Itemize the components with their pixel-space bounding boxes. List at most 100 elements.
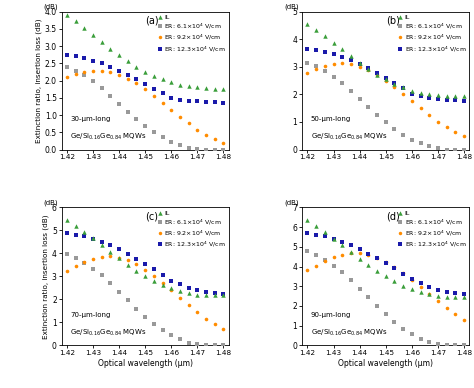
Text: Ge/Si$_{0.16}$Ge$_{0.84}$ MQWs: Ge/Si$_{0.16}$Ge$_{0.84}$ MQWs bbox=[310, 327, 387, 338]
ER: 9.2×10$^4$ V/cm: (1.43, 3.03): 9.2×10$^4$ V/cm: (1.43, 3.03) bbox=[322, 64, 328, 68]
ER: 9.2×10$^4$ V/cm: (1.47, 2.24): 9.2×10$^4$ V/cm: (1.47, 2.24) bbox=[435, 299, 441, 303]
ER: 12.3×10$^4$ V/cm: (1.43, 2.65): 12.3×10$^4$ V/cm: (1.43, 2.65) bbox=[82, 56, 87, 61]
ER: 6.1×10$^4$ V/cm: (1.47, 0): 6.1×10$^4$ V/cm: (1.47, 0) bbox=[444, 343, 449, 348]
IL bbox=[177, 289, 183, 293]
ER: 9.2×10$^4$ V/cm: (1.44, 3.01): 9.2×10$^4$ V/cm: (1.44, 3.01) bbox=[357, 64, 363, 69]
ER: 9.2×10$^4$ V/cm: (1.42, 2.92): 9.2×10$^4$ V/cm: (1.42, 2.92) bbox=[313, 67, 319, 71]
ER: 12.3×10$^4$ V/cm: (1.44, 4.35): 12.3×10$^4$ V/cm: (1.44, 4.35) bbox=[108, 243, 113, 248]
ER: 9.2×10$^4$ V/cm: (1.45, 3.52): 9.2×10$^4$ V/cm: (1.45, 3.52) bbox=[134, 262, 139, 267]
ER: 12.3×10$^4$ V/cm: (1.47, 2.4): 12.3×10$^4$ V/cm: (1.47, 2.4) bbox=[194, 288, 200, 293]
ER: 6.1×10$^4$ V/cm: (1.46, 0.32): 6.1×10$^4$ V/cm: (1.46, 0.32) bbox=[418, 337, 423, 341]
ER: 9.2×10$^4$ V/cm: (1.46, 1.76): 9.2×10$^4$ V/cm: (1.46, 1.76) bbox=[409, 99, 415, 103]
ER: 9.2×10$^4$ V/cm: (1.46, 1.5): 9.2×10$^4$ V/cm: (1.46, 1.5) bbox=[418, 106, 423, 111]
IL bbox=[134, 64, 139, 69]
ER: 6.1×10$^4$ V/cm: (1.45, 2): 6.1×10$^4$ V/cm: (1.45, 2) bbox=[374, 303, 380, 308]
Line: ER: 9.2×10$^4$ V/cm: ER: 9.2×10$^4$ V/cm bbox=[65, 255, 225, 331]
ER: 12.3×10$^4$ V/cm: (1.48, 2.25): 12.3×10$^4$ V/cm: (1.48, 2.25) bbox=[220, 291, 226, 296]
Line: IL: IL bbox=[305, 22, 466, 99]
ER: 12.3×10$^4$ V/cm: (1.43, 4.63): 12.3×10$^4$ V/cm: (1.43, 4.63) bbox=[90, 237, 96, 241]
Text: Ge/Si$_{0.16}$Ge$_{0.84}$ MQWs: Ge/Si$_{0.16}$Ge$_{0.84}$ MQWs bbox=[310, 132, 387, 142]
ER: 6.1×10$^4$ V/cm: (1.44, 2.44): 6.1×10$^4$ V/cm: (1.44, 2.44) bbox=[365, 295, 371, 300]
ER: 9.2×10$^4$ V/cm: (1.46, 2.4): 9.2×10$^4$ V/cm: (1.46, 2.4) bbox=[168, 288, 174, 293]
ER: 9.2×10$^4$ V/cm: (1.46, 2.72): 9.2×10$^4$ V/cm: (1.46, 2.72) bbox=[160, 281, 165, 285]
IL bbox=[427, 292, 432, 297]
ER: 6.1×10$^4$ V/cm: (1.44, 1.56): 6.1×10$^4$ V/cm: (1.44, 1.56) bbox=[108, 94, 113, 98]
ER: 6.1×10$^4$ V/cm: (1.48, 0): 6.1×10$^4$ V/cm: (1.48, 0) bbox=[212, 147, 218, 152]
ER: 6.1×10$^4$ V/cm: (1.47, 0.11): 6.1×10$^4$ V/cm: (1.47, 0.11) bbox=[427, 144, 432, 149]
ER: 6.1×10$^4$ V/cm: (1.42, 4.6): 6.1×10$^4$ V/cm: (1.42, 4.6) bbox=[313, 252, 319, 257]
Legend: IL, ER: 6.1×10$^4$ V/cm, ER: 9.2×10$^4$ V/cm, ER: 12.3×10$^4$ V/cm: IL, ER: 6.1×10$^4$ V/cm, ER: 9.2×10$^4$ … bbox=[397, 209, 468, 251]
ER: 12.3×10$^4$ V/cm: (1.47, 1.42): 12.3×10$^4$ V/cm: (1.47, 1.42) bbox=[186, 98, 191, 103]
ER: 12.3×10$^4$ V/cm: (1.48, 1.37): 12.3×10$^4$ V/cm: (1.48, 1.37) bbox=[212, 100, 218, 105]
IL bbox=[444, 294, 449, 299]
ER: 9.2×10$^4$ V/cm: (1.46, 3.68): 9.2×10$^4$ V/cm: (1.46, 3.68) bbox=[400, 270, 406, 275]
ER: 9.2×10$^4$ V/cm: (1.43, 3.1): 9.2×10$^4$ V/cm: (1.43, 3.1) bbox=[331, 62, 337, 66]
IL bbox=[444, 94, 449, 98]
Text: (d): (d) bbox=[386, 211, 400, 222]
IL bbox=[142, 274, 148, 278]
ER: 6.1×10$^4$ V/cm: (1.44, 3.31): 6.1×10$^4$ V/cm: (1.44, 3.31) bbox=[348, 278, 354, 282]
Text: (a): (a) bbox=[145, 16, 159, 26]
ER: 9.2×10$^4$ V/cm: (1.44, 3.82): 9.2×10$^4$ V/cm: (1.44, 3.82) bbox=[116, 255, 122, 260]
ER: 12.3×10$^4$ V/cm: (1.45, 2.78): 12.3×10$^4$ V/cm: (1.45, 2.78) bbox=[374, 71, 380, 75]
IL bbox=[212, 86, 218, 91]
ER: 9.2×10$^4$ V/cm: (1.44, 4.67): 9.2×10$^4$ V/cm: (1.44, 4.67) bbox=[348, 251, 354, 256]
IL bbox=[64, 13, 70, 17]
ER: 12.3×10$^4$ V/cm: (1.44, 4.88): 12.3×10$^4$ V/cm: (1.44, 4.88) bbox=[357, 247, 363, 251]
ER: 9.2×10$^4$ V/cm: (1.48, 0.48): 9.2×10$^4$ V/cm: (1.48, 0.48) bbox=[461, 134, 467, 139]
ER: 6.1×10$^4$ V/cm: (1.46, 0.67): 6.1×10$^4$ V/cm: (1.46, 0.67) bbox=[160, 327, 165, 332]
ER: 6.1×10$^4$ V/cm: (1.47, 0): 6.1×10$^4$ V/cm: (1.47, 0) bbox=[444, 147, 449, 152]
ER: 6.1×10$^4$ V/cm: (1.45, 1.18): 6.1×10$^4$ V/cm: (1.45, 1.18) bbox=[392, 320, 397, 324]
ER: 12.3×10$^4$ V/cm: (1.46, 2.03): 12.3×10$^4$ V/cm: (1.46, 2.03) bbox=[409, 91, 415, 96]
ER: 12.3×10$^4$ V/cm: (1.46, 3.63): 12.3×10$^4$ V/cm: (1.46, 3.63) bbox=[400, 272, 406, 276]
ER: 12.3×10$^4$ V/cm: (1.44, 2.95): 12.3×10$^4$ V/cm: (1.44, 2.95) bbox=[365, 66, 371, 71]
IL bbox=[357, 256, 363, 261]
ER: 12.3×10$^4$ V/cm: (1.43, 3.46): 12.3×10$^4$ V/cm: (1.43, 3.46) bbox=[331, 52, 337, 56]
ER: 9.2×10$^4$ V/cm: (1.42, 3.8): 9.2×10$^4$ V/cm: (1.42, 3.8) bbox=[305, 268, 310, 273]
ER: 12.3×10$^4$ V/cm: (1.47, 2.5): 12.3×10$^4$ V/cm: (1.47, 2.5) bbox=[186, 286, 191, 290]
IL bbox=[108, 46, 113, 51]
ER: 9.2×10$^4$ V/cm: (1.43, 2.28): 9.2×10$^4$ V/cm: (1.43, 2.28) bbox=[90, 69, 96, 73]
ER: 12.3×10$^4$ V/cm: (1.44, 2.29): 12.3×10$^4$ V/cm: (1.44, 2.29) bbox=[116, 68, 122, 73]
ER: 6.1×10$^4$ V/cm: (1.44, 1.33): 6.1×10$^4$ V/cm: (1.44, 1.33) bbox=[116, 101, 122, 106]
ER: 6.1×10$^4$ V/cm: (1.47, 0.01): 6.1×10$^4$ V/cm: (1.47, 0.01) bbox=[194, 147, 200, 151]
ER: 9.2×10$^4$ V/cm: (1.43, 2.28): 9.2×10$^4$ V/cm: (1.43, 2.28) bbox=[99, 69, 104, 73]
IL bbox=[409, 287, 415, 291]
IL bbox=[220, 86, 226, 91]
ER: 9.2×10$^4$ V/cm: (1.45, 3.29): 9.2×10$^4$ V/cm: (1.45, 3.29) bbox=[142, 267, 148, 272]
ER: 12.3×10$^4$ V/cm: (1.46, 3.35): 12.3×10$^4$ V/cm: (1.46, 3.35) bbox=[409, 277, 415, 282]
ER: 6.1×10$^4$ V/cm: (1.43, 1.78): 6.1×10$^4$ V/cm: (1.43, 1.78) bbox=[99, 86, 104, 90]
ER: 9.2×10$^4$ V/cm: (1.44, 3.7): 9.2×10$^4$ V/cm: (1.44, 3.7) bbox=[125, 258, 131, 263]
ER: 9.2×10$^4$ V/cm: (1.47, 0.43): 9.2×10$^4$ V/cm: (1.47, 0.43) bbox=[203, 132, 209, 137]
ER: 12.3×10$^4$ V/cm: (1.43, 4.74): 12.3×10$^4$ V/cm: (1.43, 4.74) bbox=[82, 234, 87, 239]
IL bbox=[374, 269, 380, 274]
ER: 9.2×10$^4$ V/cm: (1.45, 1.75): 9.2×10$^4$ V/cm: (1.45, 1.75) bbox=[142, 87, 148, 92]
ER: 12.3×10$^4$ V/cm: (1.43, 3.36): 12.3×10$^4$ V/cm: (1.43, 3.36) bbox=[339, 55, 345, 59]
IL bbox=[177, 82, 183, 87]
ER: 9.2×10$^4$ V/cm: (1.48, 1.28): 9.2×10$^4$ V/cm: (1.48, 1.28) bbox=[461, 318, 467, 322]
IL bbox=[435, 93, 441, 98]
ER: 6.1×10$^4$ V/cm: (1.44, 2.13): 6.1×10$^4$ V/cm: (1.44, 2.13) bbox=[348, 88, 354, 93]
ER: 6.1×10$^4$ V/cm: (1.42, 3.15): 6.1×10$^4$ V/cm: (1.42, 3.15) bbox=[305, 60, 310, 65]
ER: 9.2×10$^4$ V/cm: (1.46, 2.02): 9.2×10$^4$ V/cm: (1.46, 2.02) bbox=[400, 92, 406, 96]
ER: 6.1×10$^4$ V/cm: (1.42, 2.28): 6.1×10$^4$ V/cm: (1.42, 2.28) bbox=[73, 69, 78, 73]
ER: 12.3×10$^4$ V/cm: (1.46, 1.95): 12.3×10$^4$ V/cm: (1.46, 1.95) bbox=[418, 94, 423, 98]
ER: 9.2×10$^4$ V/cm: (1.43, 4.27): 9.2×10$^4$ V/cm: (1.43, 4.27) bbox=[322, 259, 328, 263]
Text: (b): (b) bbox=[386, 16, 400, 26]
ER: 6.1×10$^4$ V/cm: (1.47, 0.15): 6.1×10$^4$ V/cm: (1.47, 0.15) bbox=[427, 340, 432, 345]
ER: 12.3×10$^4$ V/cm: (1.46, 3.05): 12.3×10$^4$ V/cm: (1.46, 3.05) bbox=[160, 273, 165, 277]
Text: (dB): (dB) bbox=[284, 4, 299, 10]
IL bbox=[357, 61, 363, 65]
ER: 12.3×10$^4$ V/cm: (1.44, 3.98): 12.3×10$^4$ V/cm: (1.44, 3.98) bbox=[125, 251, 131, 256]
ER: 12.3×10$^4$ V/cm: (1.47, 1.38): 12.3×10$^4$ V/cm: (1.47, 1.38) bbox=[203, 100, 209, 104]
Text: (dB): (dB) bbox=[284, 199, 299, 206]
IL bbox=[151, 279, 157, 283]
ER: 9.2×10$^4$ V/cm: (1.47, 2.61): 9.2×10$^4$ V/cm: (1.47, 2.61) bbox=[427, 291, 432, 296]
ER: 6.1×10$^4$ V/cm: (1.45, 0.68): 6.1×10$^4$ V/cm: (1.45, 0.68) bbox=[142, 124, 148, 128]
ER: 6.1×10$^4$ V/cm: (1.43, 2.64): 6.1×10$^4$ V/cm: (1.43, 2.64) bbox=[331, 74, 337, 79]
Line: ER: 6.1×10$^4$ V/cm: ER: 6.1×10$^4$ V/cm bbox=[65, 66, 225, 151]
IL bbox=[365, 263, 371, 267]
ER: 6.1×10$^4$ V/cm: (1.43, 1.98): 6.1×10$^4$ V/cm: (1.43, 1.98) bbox=[90, 79, 96, 83]
Text: Ge/Si$_{0.16}$Ge$_{0.84}$ MQWs: Ge/Si$_{0.16}$Ge$_{0.84}$ MQWs bbox=[70, 327, 146, 338]
ER: 9.2×10$^4$ V/cm: (1.44, 3.87): 9.2×10$^4$ V/cm: (1.44, 3.87) bbox=[108, 254, 113, 259]
